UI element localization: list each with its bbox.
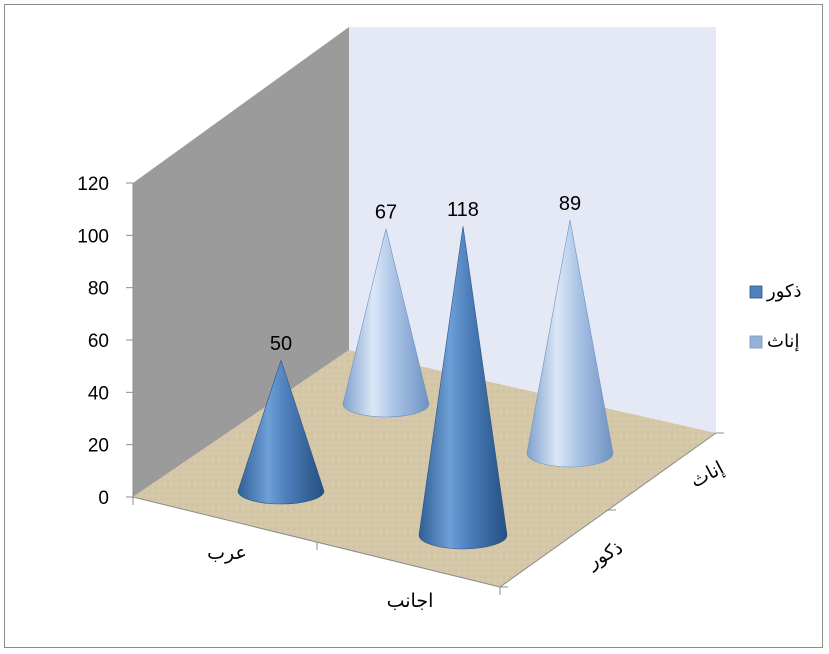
cone-mark: [342, 228, 430, 418]
depth-category-label: إناث: [687, 458, 728, 494]
legend-swatch: [749, 335, 763, 349]
y-tick-label: 60: [88, 331, 109, 352]
cone-mark: [237, 359, 325, 505]
data-label: 67: [375, 202, 397, 224]
side-wall: [133, 27, 349, 497]
legend: ذكور إناث: [749, 281, 802, 351]
cone-mark: [526, 220, 614, 468]
y-tick-label: 100: [77, 226, 109, 247]
y-tick-label: 120: [77, 174, 109, 195]
back-wall: [349, 27, 716, 433]
cone-chart: 0 20 40 60 80 100 120 67 89 50 118 عرب اجانب ذكور إن…: [77, 27, 802, 612]
depth-category-label: ذكور: [583, 537, 626, 573]
y-tick-label: 0: [98, 488, 109, 509]
data-label: 89: [559, 193, 581, 215]
legend-label: إناث: [767, 331, 799, 351]
y-tick-label: 40: [88, 383, 109, 404]
cone-body: [418, 226, 508, 550]
data-labels: 67 89 50 118: [270, 193, 581, 355]
legend-swatch: [749, 285, 763, 299]
cone-series: [237, 220, 614, 550]
legend-label: ذكور: [766, 281, 802, 302]
cone-body: [342, 228, 430, 418]
x-category-label: عرب: [207, 543, 247, 564]
cone-body: [526, 220, 614, 468]
y-axis-ticks: 0 20 40 60 80 100 120: [77, 174, 133, 509]
data-label: 50: [270, 333, 292, 355]
cone-mark: [418, 226, 508, 550]
axis-tick-marks: [132, 432, 724, 595]
y-tick-label: 80: [88, 279, 109, 300]
data-label: 118: [447, 199, 479, 221]
x-category-label: اجانب: [387, 591, 434, 612]
chart-area: 0 20 40 60 80 100 120 67 89 50 118 عرب اجانب ذكور إن…: [4, 4, 823, 648]
cone-body: [237, 359, 325, 505]
y-tick-label: 20: [88, 436, 109, 457]
